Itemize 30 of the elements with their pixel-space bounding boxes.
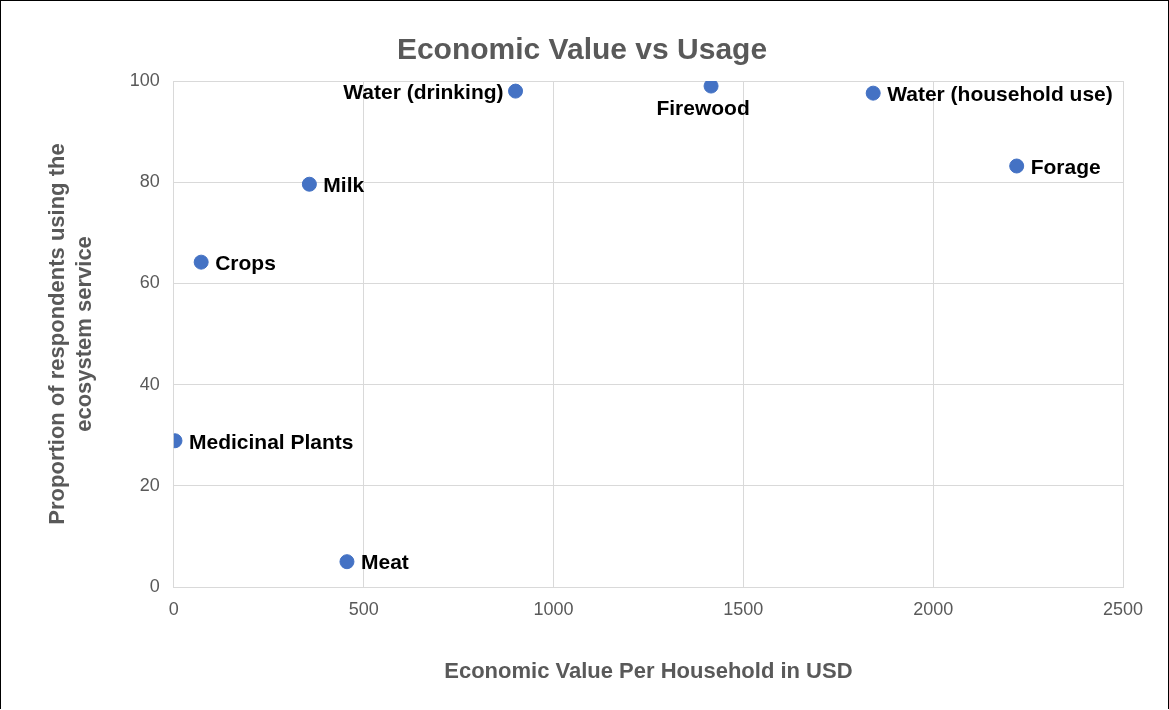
y-tick-label: 80 [139,171,160,192]
point [865,85,881,101]
point [339,554,355,570]
annotation: Firewood [656,96,750,120]
y-tick-label: 60 [139,272,160,293]
x-tick-label: 1000 [533,598,574,619]
point [508,83,524,99]
y-tick-label: 0 [149,575,160,596]
annotation: Water (drinking) [343,79,504,103]
annotation: Forage [1030,154,1101,178]
y-tick-label: 100 [129,69,160,90]
chart-title: Economic Value vs Usage [396,32,768,66]
annotation: Milk [323,173,365,197]
x-tick-label: 0 [168,598,179,619]
point [1009,158,1025,174]
annotation: Meat [360,550,409,574]
x-tick-label: 500 [348,598,379,619]
x-axis-title: Economic Value Per Household in USD [444,657,853,683]
annotation: Crops [215,250,276,274]
x-tick-label: 2500 [1102,598,1144,619]
point [301,176,317,192]
annotation: Water (household use) [887,81,1113,105]
x-tick-label: 1500 [723,598,764,619]
y-axis-title: Proportion of respondents using the ecosystem service [44,143,96,525]
y-tick-label: 20 [139,474,160,495]
x-tick-label: 2000 [913,598,954,619]
annotation: Medicinal Plants [188,429,354,453]
point [703,81,719,94]
point [193,254,209,270]
y-tick-label: 40 [139,373,160,394]
